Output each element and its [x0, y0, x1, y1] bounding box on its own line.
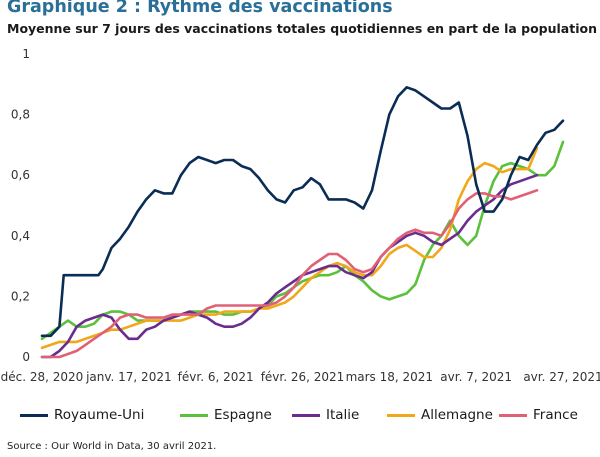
series-line-allemagne [40, 146, 539, 350]
x-tick-label: avr. 27, 2021 [523, 370, 600, 384]
legend-item: France [499, 407, 578, 423]
legend-item: Espagne [180, 407, 272, 423]
legend-swatch [180, 413, 208, 417]
legend-label: Espagne [214, 407, 272, 423]
legend-swatch [387, 413, 415, 417]
chart-title: Graphique 2 : Rythme des vaccinations [7, 0, 393, 17]
y-tick-label: 0,4 [11, 229, 30, 243]
source-note: Source : Our World in Data, 30 avril 202… [7, 441, 217, 452]
line-chart: 0 0,2 0,4 0,6 0,8 1 déc. 28, 2020 janv. 17, 20… [1, 47, 600, 384]
x-axis: déc. 28, 2020 janv. 17, 2021 févr. 6, 2021… [1, 370, 600, 384]
legend-label: France [533, 407, 578, 423]
x-tick-label: janv. 17, 2021 [85, 370, 172, 384]
x-tick-label: déc. 28, 2020 [1, 370, 84, 384]
y-tick-label: 0,8 [11, 108, 30, 122]
legend-swatch [292, 413, 320, 417]
x-tick-label: mars 18, 2021 [346, 370, 433, 384]
legend-item: Italie [292, 407, 359, 423]
legend-item: Allemagne [387, 407, 493, 423]
series-line-france [40, 189, 539, 359]
plot-area [40, 86, 565, 359]
x-tick-label: avr. 7, 2021 [440, 370, 512, 384]
legend-swatch [20, 413, 48, 417]
y-tick-label: 0,6 [11, 168, 30, 182]
x-tick-label: févr. 26, 2021 [261, 370, 345, 384]
x-tick-label: févr. 6, 2021 [178, 370, 254, 384]
legend-item: Royaume-Uni [20, 407, 144, 423]
y-axis: 0 0,2 0,4 0,6 0,8 1 [11, 47, 30, 364]
series-line-royaume-uni [40, 86, 565, 338]
y-tick-label: 1 [22, 47, 30, 61]
legend-swatch [499, 413, 527, 417]
legend: Royaume-Uni Espagne Italie Allemagne France [20, 407, 595, 429]
chart-subtitle: Moyenne sur 7 jours des vaccinations tot… [7, 21, 597, 36]
legend-label: Italie [326, 407, 360, 423]
y-tick-label: 0 [22, 350, 30, 364]
series-line-italie [40, 173, 539, 359]
y-tick-label: 0,2 [11, 289, 30, 303]
legend-label: Allemagne [421, 407, 493, 423]
legend-label: Royaume-Uni [54, 407, 145, 423]
